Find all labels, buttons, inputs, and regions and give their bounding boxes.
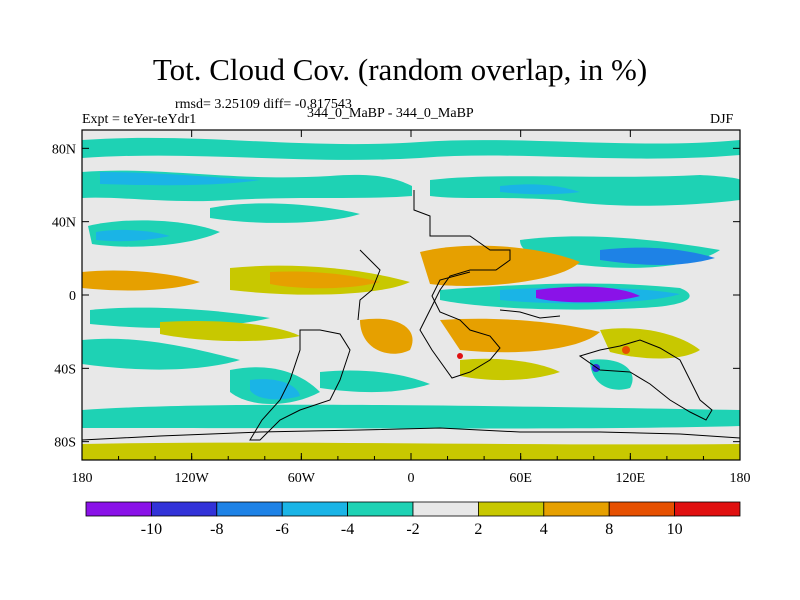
antarctic-band — [82, 404, 740, 429]
plot-title: Tot. Cloud Cov. (random overlap, in %) — [152, 52, 648, 87]
colorbar-swatch — [477, 501, 545, 517]
north-band-3-core — [500, 184, 580, 195]
coastlines — [82, 190, 740, 441]
x-tick-label: 180 — [72, 471, 93, 486]
equatorial-warm-1 — [82, 270, 200, 291]
colorbar-label: 2 — [474, 521, 482, 538]
local-max-2 — [457, 353, 463, 359]
africa-warm — [420, 245, 580, 286]
maritime-continent — [499, 309, 561, 319]
x-tick-label: 120W — [175, 471, 210, 486]
south-band-2 — [82, 338, 240, 370]
north-band-1 — [82, 137, 740, 160]
colorbar-swatch — [608, 501, 676, 517]
south-warm-1 — [160, 320, 300, 342]
colorbar: -10 -8 -6 -4 -2 2 4 8 10 — [85, 501, 741, 538]
south-polar-warm — [82, 442, 740, 460]
x-tick-label: 120E — [616, 471, 646, 486]
mid-lat-blob-1-core — [96, 229, 170, 242]
indian-ocean-minimum — [536, 286, 640, 303]
colorbar-label: 10 — [667, 521, 683, 538]
equatorial-warm-2-core — [270, 271, 380, 289]
y-tick-label: 0 — [69, 289, 76, 304]
africa-outline — [413, 190, 511, 379]
australia-cool — [590, 359, 633, 390]
north-band-2-core — [100, 172, 260, 186]
colorbar-label: 4 — [540, 521, 548, 538]
case-label: 344_0_MaBP - 344_0_MaBP — [307, 106, 474, 121]
southern-ocean-blob-2 — [320, 370, 430, 393]
x-tick-label: 180 — [730, 471, 751, 486]
australia-outline — [578, 339, 713, 421]
y-axis: 80N 40N 0 40S 80S — [52, 142, 740, 451]
local-max-1 — [622, 346, 630, 354]
south-indian-warm-2 — [460, 358, 560, 381]
experiment-label: Expt = teYer-teYdr1 — [82, 112, 197, 127]
field-layer — [82, 130, 740, 460]
x-tick-label: 0 — [408, 471, 415, 486]
north-band-3 — [430, 175, 740, 206]
colorbar-swatch — [674, 501, 741, 517]
south-indian-warm — [440, 318, 600, 353]
south-america-outline — [249, 329, 351, 441]
mid-lat-blob-2 — [210, 203, 360, 223]
colorbar-swatch — [412, 501, 479, 517]
y-tick-label: 40S — [54, 362, 76, 377]
season-label: DJF — [710, 112, 734, 127]
stats-label: rmsd= 3.25109 diff= -0.817543 — [175, 97, 352, 112]
colorbar-label: -10 — [141, 521, 162, 538]
y-tick-label: 80N — [52, 142, 76, 157]
north-america-edge — [357, 249, 381, 321]
colorbar-label: -6 — [276, 521, 289, 538]
colorbar-swatch — [281, 501, 349, 517]
pacific-band-core — [600, 247, 715, 265]
x-axis: 180 120W 60W 0 60E 120E 180 — [72, 130, 751, 486]
colorbar-swatch — [216, 501, 283, 517]
colorbar-swatch — [85, 501, 152, 517]
y-tick-label: 80S — [54, 436, 76, 451]
x-tick-label: 60E — [509, 471, 532, 486]
y-tick-label: 40N — [52, 216, 76, 231]
colorbar-label: 8 — [605, 521, 613, 538]
colorbar-swatch — [347, 501, 414, 517]
colorbar-swatch — [150, 501, 218, 517]
colorbar-label: -8 — [210, 521, 223, 538]
colorbar-label: -2 — [406, 521, 419, 538]
colorbar-label: -4 — [341, 521, 354, 538]
antarctica-outline — [82, 427, 740, 441]
atlantic-warm — [360, 318, 413, 354]
x-tick-label: 60W — [288, 471, 316, 486]
colorbar-swatch — [543, 501, 610, 517]
